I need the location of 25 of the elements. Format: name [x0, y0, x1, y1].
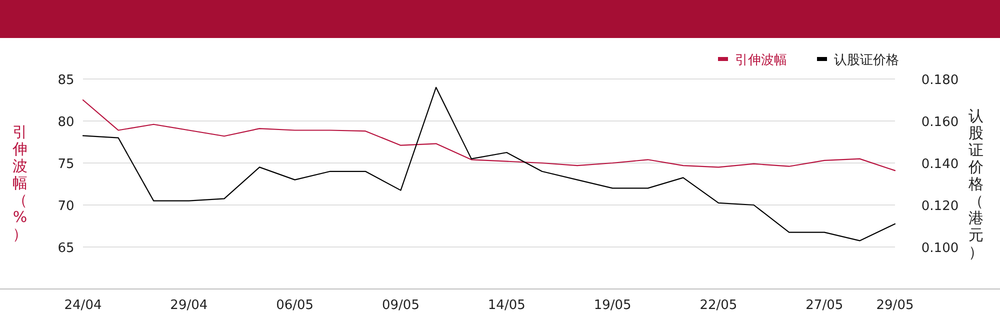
y-tick-label: 75 [58, 157, 74, 172]
y-tick-label: 80 [58, 115, 74, 130]
y-tick-label: 85 [58, 73, 74, 88]
x-tick-label: 14/05 [488, 298, 526, 313]
x-tick-label: 27/05 [806, 298, 844, 313]
y2-tick-label: 0.160 [921, 115, 959, 130]
y-tick-label: 65 [58, 241, 74, 256]
x-tick-label: 22/05 [700, 298, 738, 313]
y2-tick-label: 0.180 [921, 73, 959, 88]
y2-tick-label: 0.140 [921, 157, 959, 172]
text: 认股证价格（港元） [968, 107, 984, 261]
x-tick-label: 29/04 [170, 298, 208, 313]
x-tick-label: 24/04 [64, 298, 102, 313]
y2-tick-label: 0.120 [921, 199, 959, 214]
y-axis-title: 引伸波幅（%） [12, 123, 28, 243]
line-series [82, 86, 896, 242]
y2-tick-label: 0.100 [921, 241, 959, 256]
x-tick-label: 19/05 [594, 298, 632, 313]
x-tick-label: 09/05 [382, 298, 420, 313]
legend-label: 引伸波幅 [735, 53, 787, 68]
x-tick-label: 06/05 [276, 298, 314, 313]
x-tick-label: 29/05 [876, 298, 914, 313]
legend-label: 认股证价格 [834, 53, 899, 68]
line-series [82, 99, 896, 172]
y-tick-label: 70 [58, 199, 74, 214]
